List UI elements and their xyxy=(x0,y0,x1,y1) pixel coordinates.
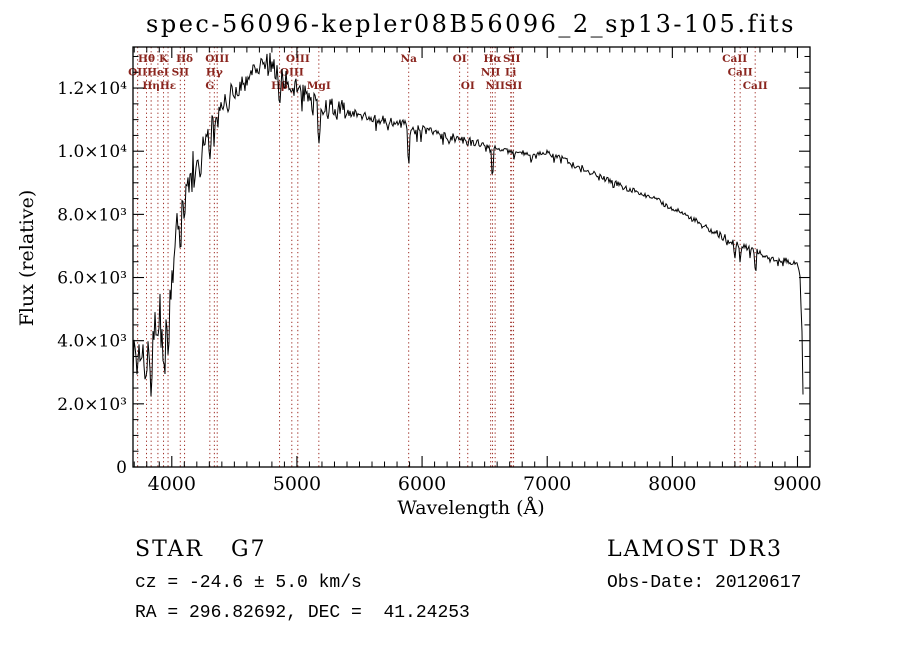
cz-velocity-label: cz = -24.6 ± 5.0 km/s xyxy=(135,573,362,593)
plot-title: spec-56096-kepler08B56096_2_sp13-105.fit… xyxy=(146,10,796,38)
spectral-line-label-MgI: MgI xyxy=(307,80,331,92)
y-tick-label: 1.2×10⁴ xyxy=(57,79,127,99)
obs-date-label: Obs-Date: 20120617 xyxy=(607,573,802,593)
y-tick-label: 0 xyxy=(116,458,127,478)
x-tick-label: 8000 xyxy=(648,473,696,495)
spectral-line-label-G: G xyxy=(205,80,214,92)
spectral-line-label-CaII: CaII xyxy=(728,67,753,79)
ra-dec-label: RA = 296.82692, DEC = 41.24253 xyxy=(135,603,470,623)
spectral-line-label-HeI: HeI xyxy=(147,67,169,79)
spectral-line-label-K: K xyxy=(159,53,169,65)
spectral-line-label-Hη: Hη xyxy=(142,80,160,92)
y-tick-label: 8.0×10³ xyxy=(57,205,127,225)
spectral-line-label-SII: SII xyxy=(503,53,520,65)
spectral-line-label-Hθ: Hθ xyxy=(138,53,155,65)
spectral-line-label-Hδ: Hδ xyxy=(176,53,193,65)
spectral-line-label-Li: Li xyxy=(505,67,516,79)
x-tick-label: 4000 xyxy=(148,473,196,495)
spectral-line-label-OI: OI xyxy=(453,53,467,65)
survey-release-label: LAMOST DR3 xyxy=(607,537,783,562)
x-tick-label: 7000 xyxy=(523,473,571,495)
spectral-line-label-CaII: CaII xyxy=(722,53,747,65)
x-axis-label: Wavelength (Å) xyxy=(397,497,545,519)
y-tick-label: 1.0×10⁴ xyxy=(57,142,127,162)
object-class-label: STAR G7 xyxy=(135,537,267,562)
axis-box xyxy=(132,46,811,468)
spectral-line-label-Hα: Hα xyxy=(484,53,502,65)
spectral-line-label-OIII: OIII xyxy=(286,53,310,65)
spectrum-path xyxy=(132,52,804,397)
spectral-line-label-SII: SII xyxy=(505,80,522,92)
x-tick-label: 5000 xyxy=(273,473,321,495)
spectral-line-label-SII: SII xyxy=(172,67,189,79)
spectral-line-label-OIII: OIII xyxy=(205,53,229,65)
spectral-line-label-NII: NII xyxy=(481,67,501,79)
spectral-line-label-OIII: OIII xyxy=(280,67,304,79)
x-tick-label: 6000 xyxy=(398,473,446,495)
y-tick-label: 4.0×10³ xyxy=(57,332,127,352)
spectral-line-label-Hε: Hε xyxy=(160,80,176,92)
spectral-line-label-Hγ: Hγ xyxy=(206,67,223,79)
spectral-line-label-OI: OI xyxy=(461,80,475,92)
y-tick-label: 2.0×10³ xyxy=(57,395,127,415)
spectral-line-label-NII: NII xyxy=(485,80,505,92)
y-tick-label: 6.0×10³ xyxy=(57,269,127,289)
spectral-line-label-CaII: CaII xyxy=(743,80,768,92)
spectral-line-label-Na: Na xyxy=(400,53,417,65)
x-tick-label: 9000 xyxy=(773,473,821,495)
